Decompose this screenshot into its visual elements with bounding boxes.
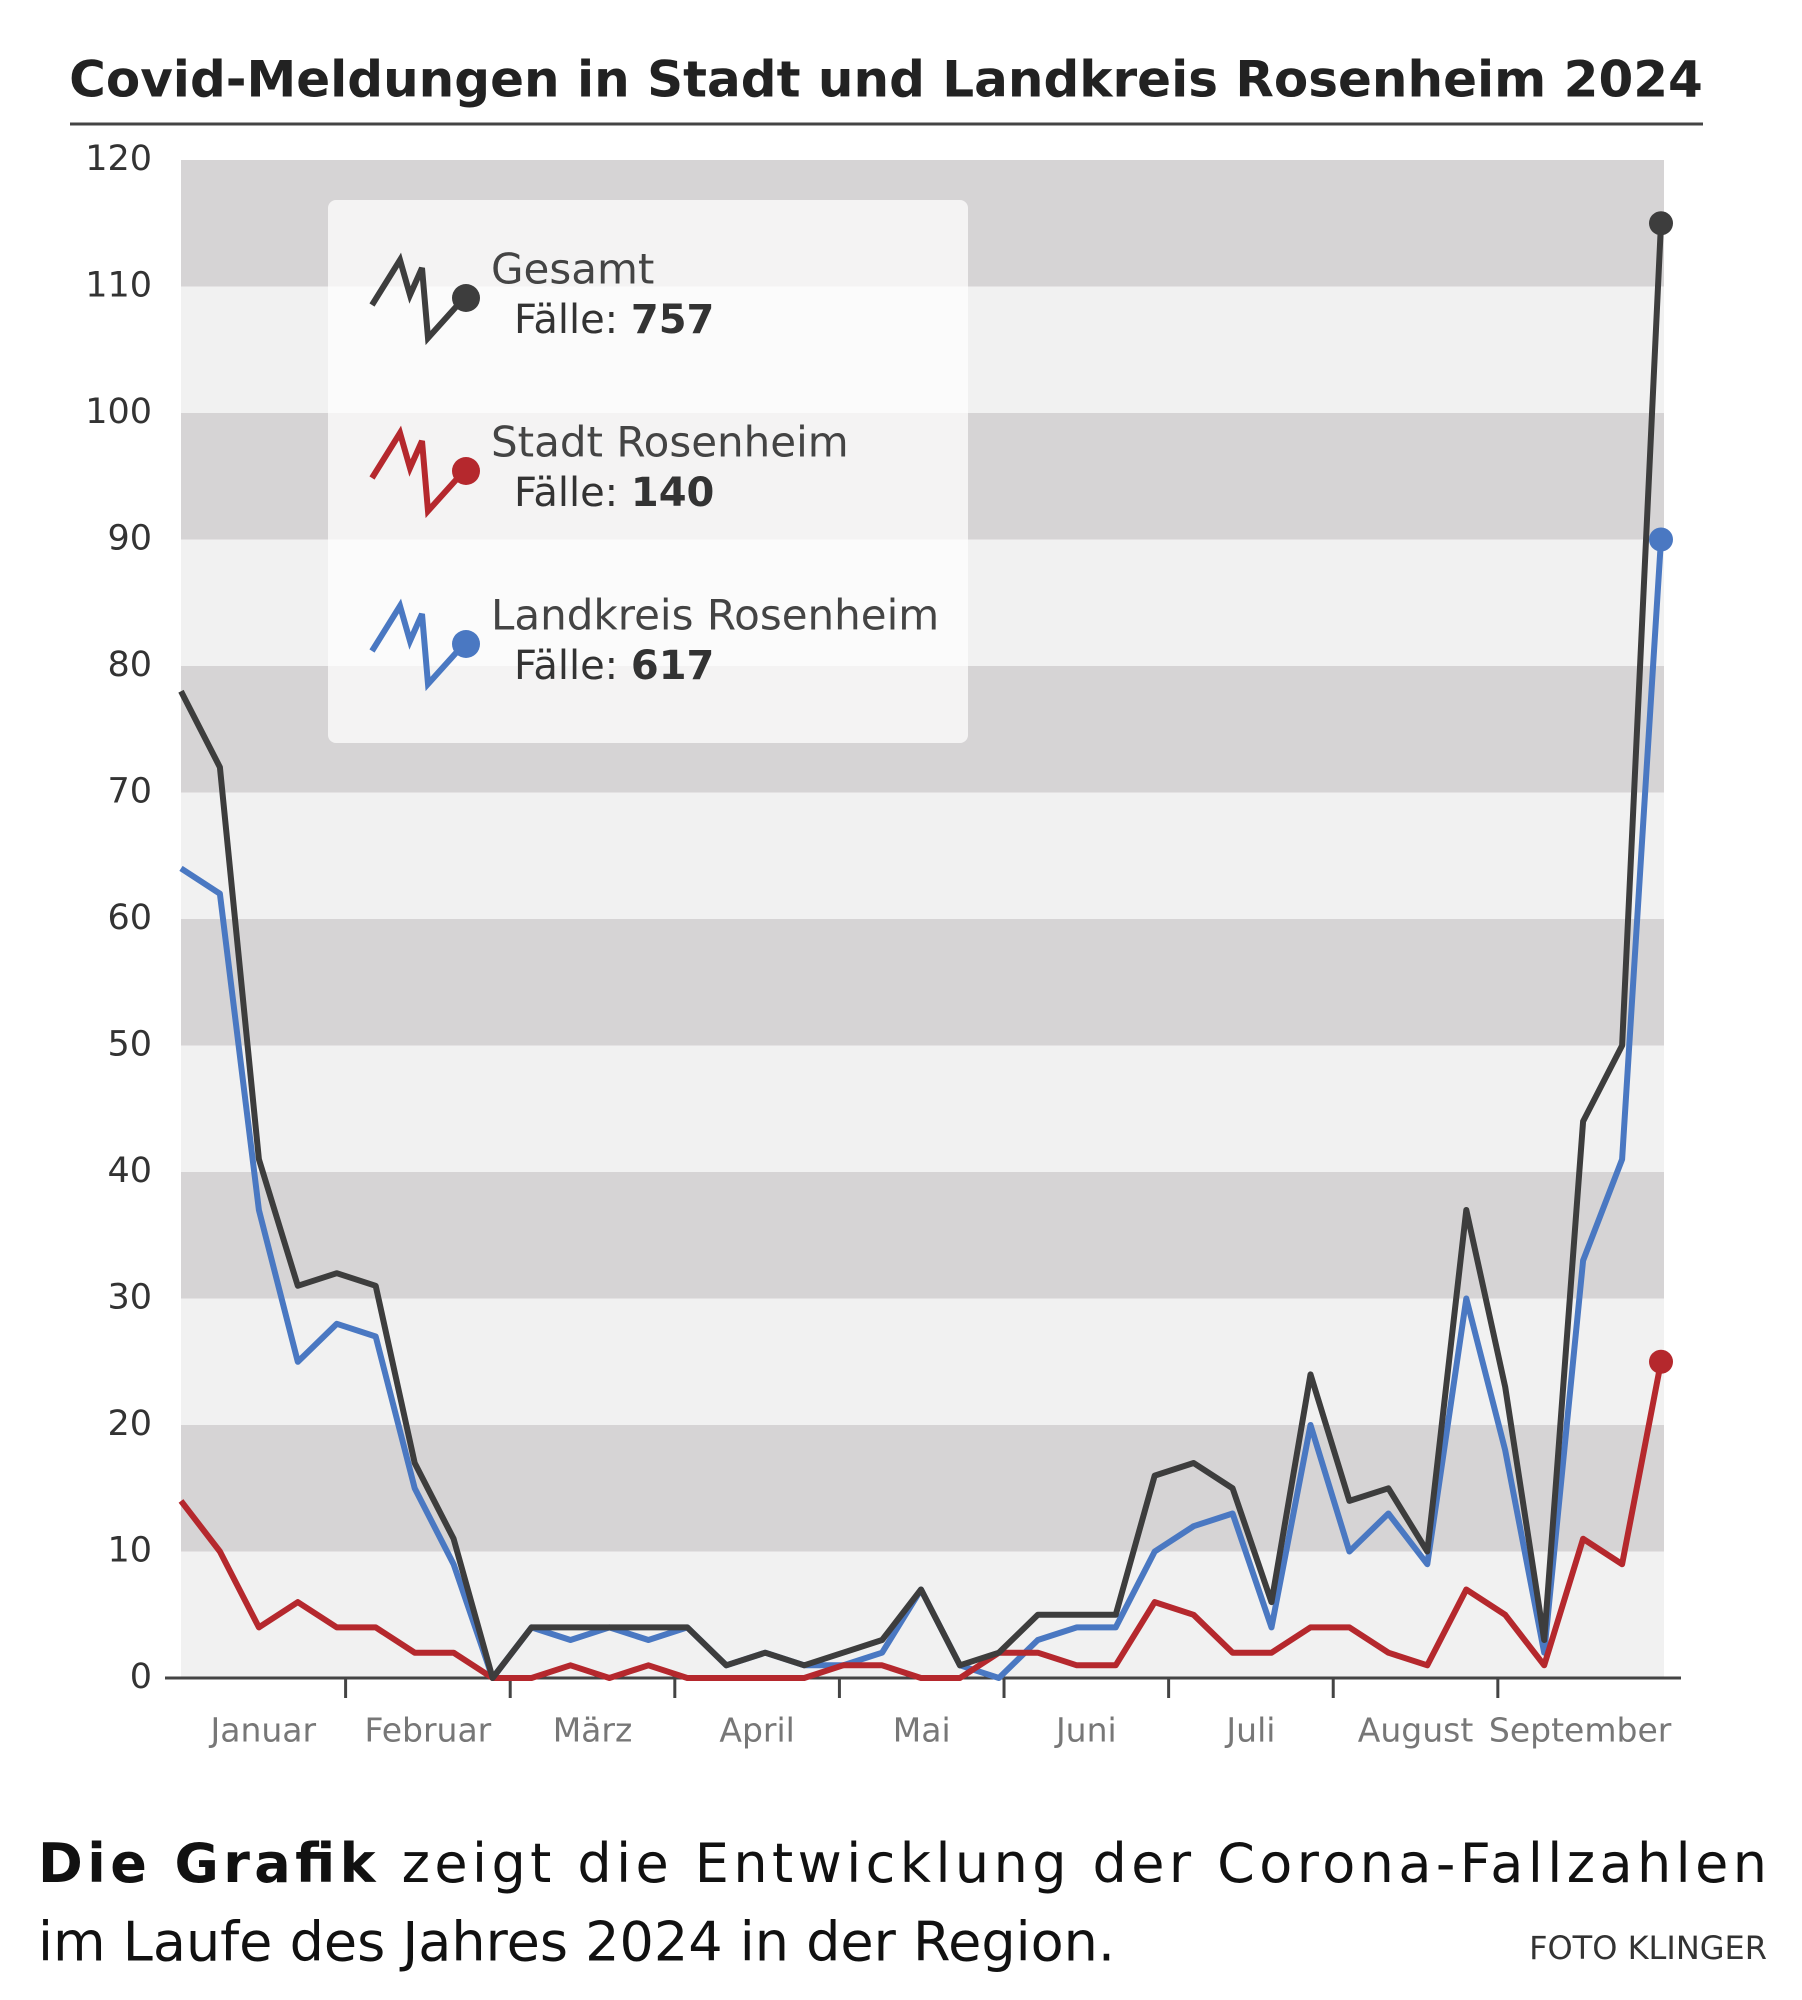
y-tick-label: 90 (107, 519, 152, 559)
legend-total-line: Fälle: 617 (514, 643, 714, 689)
grid-band (181, 1551, 1664, 1678)
data-line (178, 223, 1664, 1681)
x-tick-label: September (1489, 1711, 1672, 1750)
legend-icon (369, 425, 467, 519)
y-tick-label: 60 (107, 898, 152, 938)
legend-total: 617 (631, 643, 715, 689)
legend-dot (452, 630, 480, 658)
y-tick-label: 120 (85, 139, 152, 179)
legend-prefix: Fälle: (514, 643, 618, 689)
legend-total: 140 (631, 470, 715, 516)
y-tick-label: 40 (107, 1151, 152, 1191)
legend-prefix: Fälle: (514, 297, 618, 343)
legend-label: Gesamt (491, 245, 654, 294)
legend-prefix: Fälle: (514, 470, 618, 516)
grid-band (181, 792, 1664, 919)
y-tick-label: 70 (107, 772, 152, 812)
x-tick-label: Juli (1224, 1711, 1275, 1750)
x-tick-label: April (719, 1711, 794, 1750)
grid-band (181, 1045, 1664, 1172)
photo-credit: FOTO KLINGER (1529, 1929, 1767, 1967)
legend-label: Stadt Rosenheim (491, 418, 849, 467)
end-dot (1649, 211, 1673, 236)
x-tick-label: März (553, 1711, 633, 1750)
y-tick-label: 30 (107, 1278, 152, 1318)
legend-dot (452, 457, 480, 485)
grid-band (181, 1298, 1664, 1425)
y-tick-label: 50 (107, 1025, 152, 1065)
data-line (178, 1361, 1664, 1681)
y-tick-label: 80 (107, 645, 152, 685)
legend-box (328, 200, 968, 743)
y-tick-label: 10 (107, 1531, 152, 1571)
end-dot (1649, 1349, 1673, 1374)
y-tick-label: 20 (107, 1404, 152, 1444)
x-tick-label: August (1358, 1711, 1474, 1750)
caption-line: Die Grafik zeigt die Entwicklung der Cor… (38, 1832, 1767, 1895)
x-tick-label: Januar (209, 1711, 317, 1750)
caption-text: zeigt die Entwicklung der Corona-Fallzah… (402, 1832, 1767, 1895)
grid-band (181, 1172, 1664, 1299)
caption-bold: Die Grafik (38, 1832, 377, 1895)
x-tick-label: Februar (365, 1711, 492, 1750)
x-tick-label: Mai (893, 1711, 951, 1750)
legend-label: Landkreis Rosenheim (491, 591, 939, 640)
y-tick-label: 0 (130, 1657, 152, 1697)
legend-icon (369, 598, 467, 692)
caption-line: im Laufe des Jahres 2024 in der Region. (38, 1911, 1115, 1974)
legend-dot (452, 284, 480, 312)
x-tick-label: Juni (1054, 1711, 1117, 1750)
end-dot (1649, 527, 1673, 552)
legend-total: 757 (631, 297, 715, 343)
legend-icon (369, 252, 467, 346)
grid-band (181, 919, 1664, 1046)
legend-total-line: Fälle: 757 (514, 297, 714, 343)
legend-total-line: Fälle: 140 (514, 470, 714, 516)
y-tick-label: 100 (85, 392, 152, 432)
y-tick-label: 110 (85, 266, 152, 306)
chart-title: Covid-Meldungen in Stadt und Landkreis R… (69, 51, 1703, 109)
